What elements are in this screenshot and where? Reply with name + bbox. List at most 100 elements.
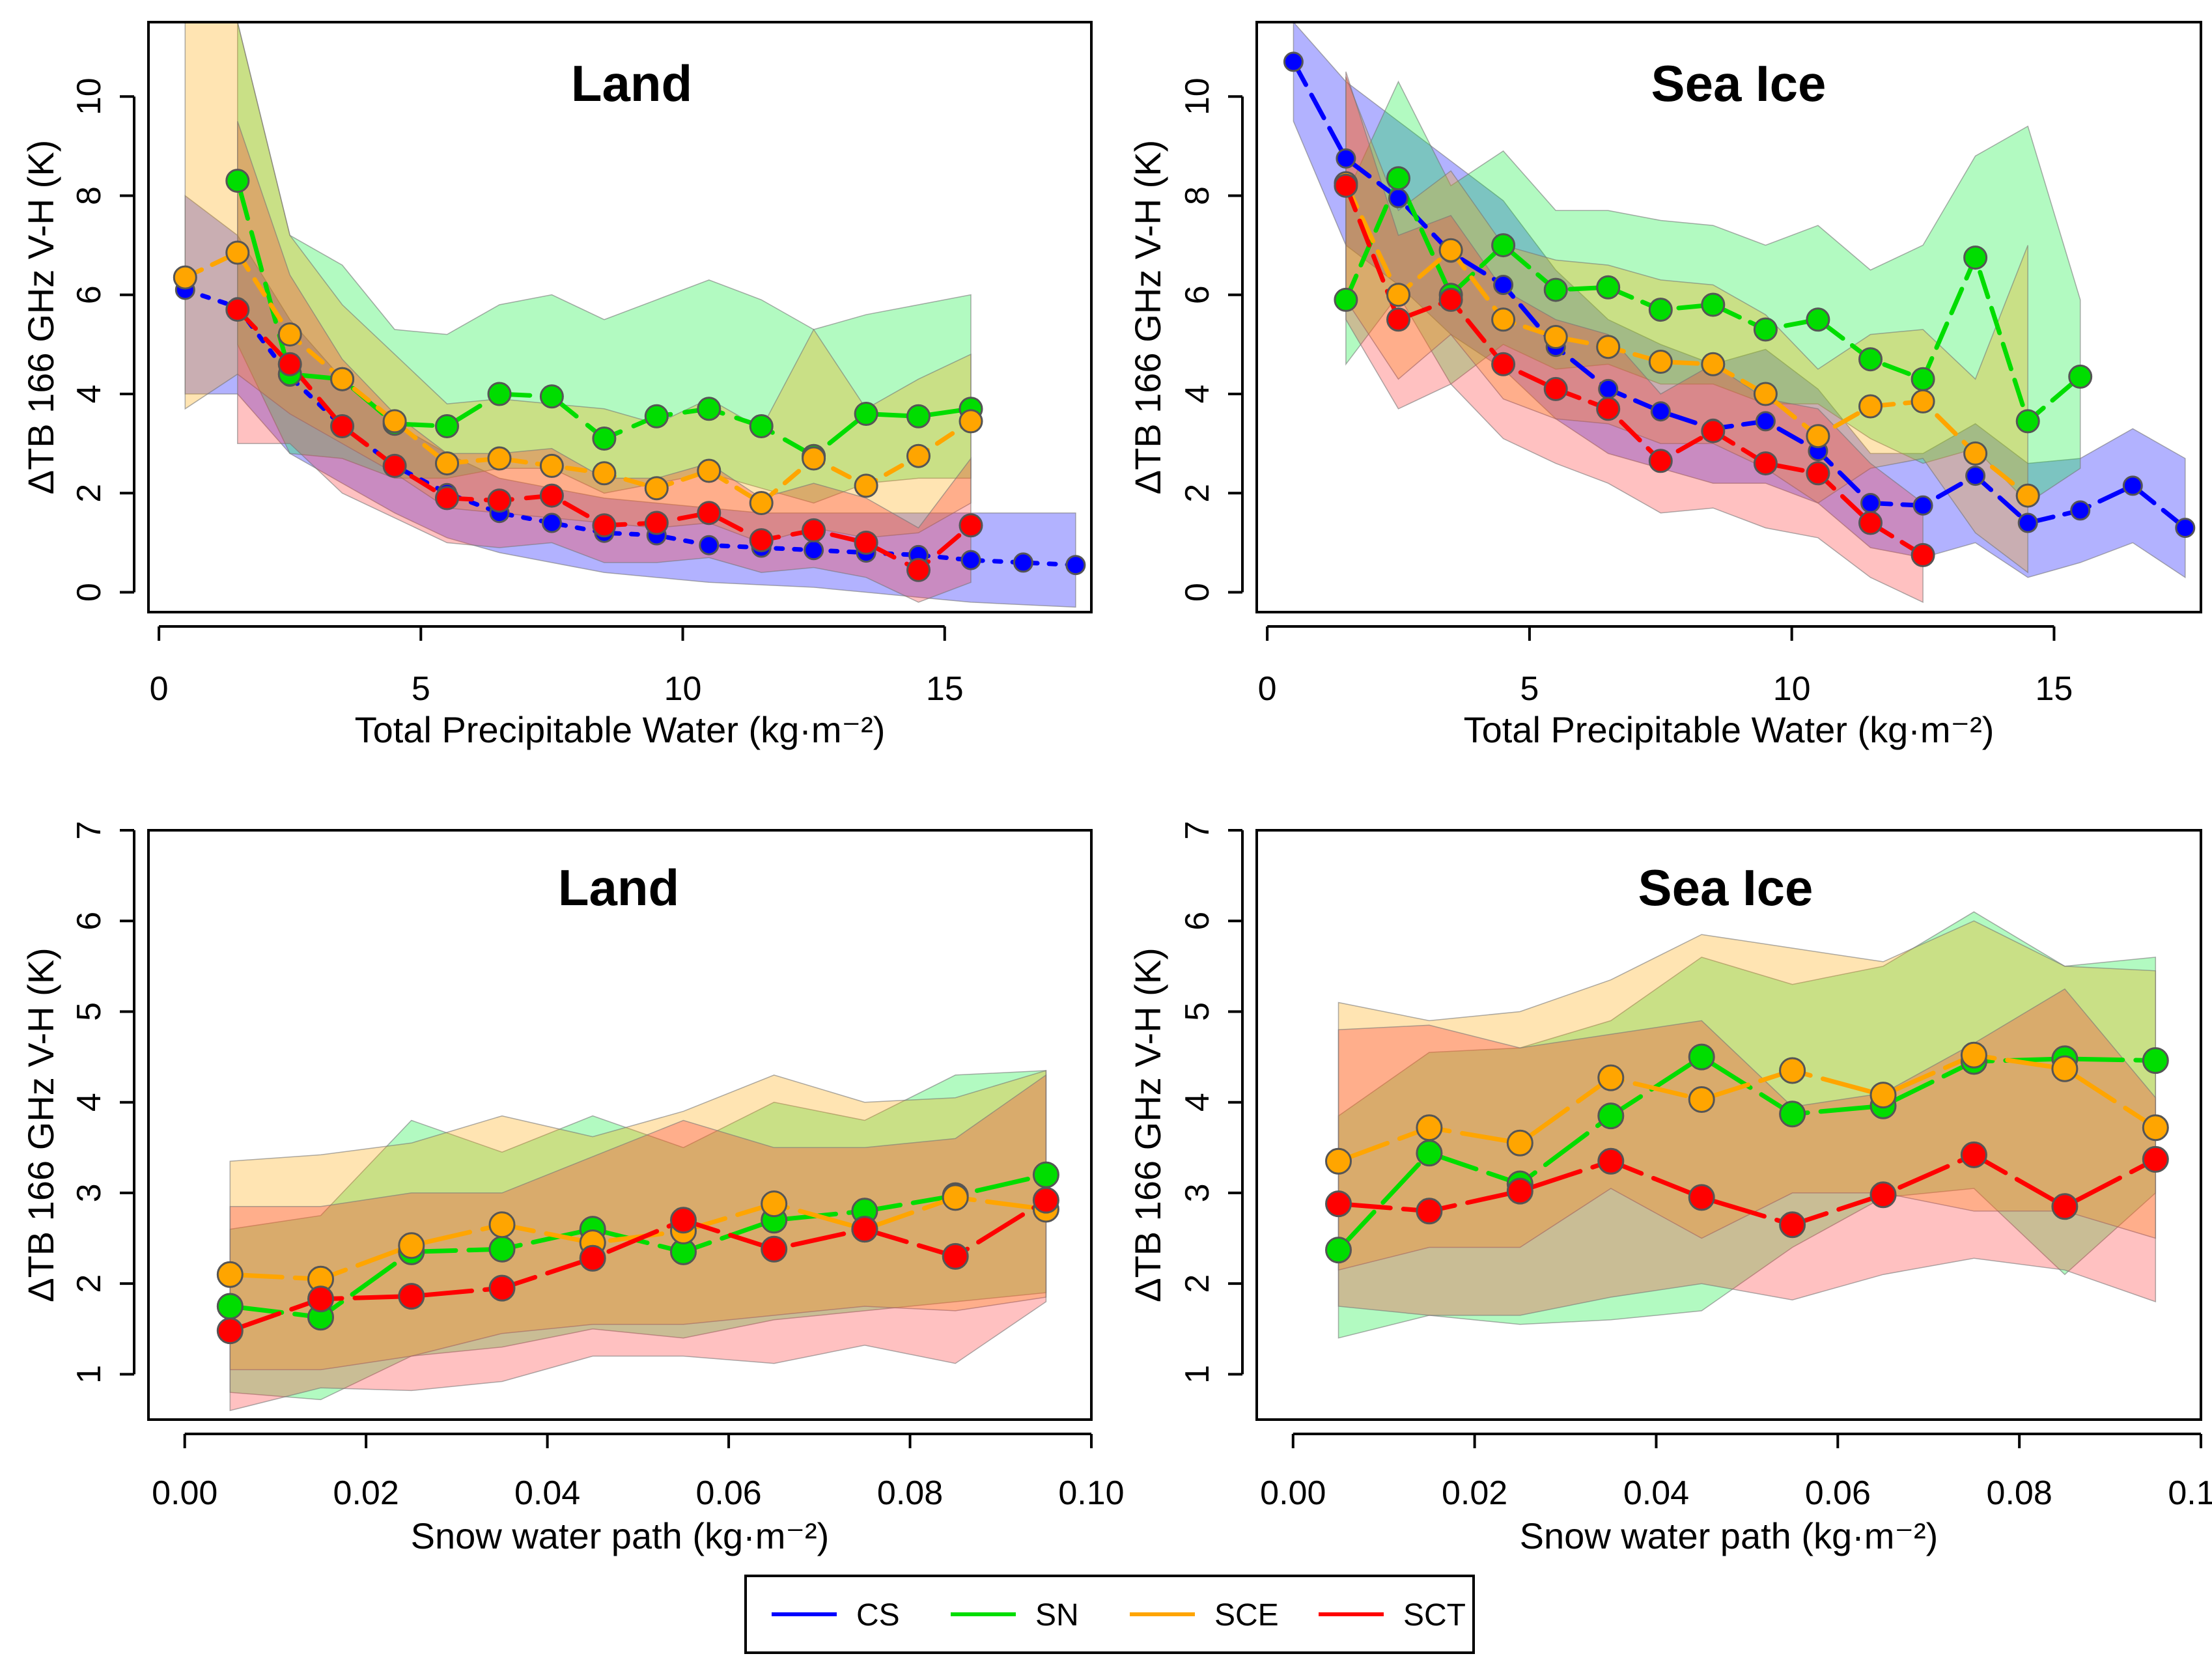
point-sn: [539, 384, 564, 409]
x-tick-label: 0.04: [1623, 1474, 1689, 1512]
point-sce: [854, 473, 878, 498]
point-sce: [173, 265, 197, 290]
y-tick-label: 4: [70, 385, 108, 404]
y-tick-label: 0: [70, 583, 108, 602]
x-axis: 0.00 0.02 0.04 0.06 0.08 0.10: [152, 1433, 1125, 1512]
point-sce: [330, 367, 355, 391]
y-axis-label: ΔTB 166 GHz V-H (K): [1127, 947, 1168, 1302]
point-sct: [1960, 1141, 1987, 1168]
point-sce: [592, 461, 617, 486]
point-sct: [225, 298, 250, 322]
point-sct: [488, 1274, 516, 1302]
point-sce: [1491, 307, 1516, 332]
legend-item-sct: SCT: [1319, 1598, 1466, 1633]
point-sct: [1688, 1184, 1715, 1211]
x-tick-label: 0.04: [514, 1474, 580, 1512]
point-cs: [1283, 51, 1304, 72]
point-sn: [906, 404, 931, 428]
point-sct: [1325, 1190, 1352, 1218]
point-sce: [942, 1184, 969, 1211]
point-sce: [2051, 1055, 2079, 1082]
y-tick-label: 7: [70, 821, 108, 840]
point-sce: [802, 446, 826, 471]
line-sce: [1336, 1052, 2158, 1164]
point-sct: [1438, 287, 1463, 312]
x-tick-label: 0.10: [2168, 1474, 2212, 1512]
point-sct: [382, 453, 407, 478]
point-sct: [1779, 1211, 1806, 1239]
point-sce: [1806, 424, 1830, 449]
point-sce: [697, 458, 721, 483]
point-sn: [854, 402, 878, 426]
y-axis: 0 2 4 6 8 10: [1179, 77, 1244, 602]
y-tick-label: 3: [70, 1183, 108, 1202]
x-tick-label: 15: [926, 670, 964, 708]
x-tick-label: 0.10: [1058, 1474, 1124, 1512]
point-sn: [2068, 364, 2093, 389]
point-sct: [761, 1235, 788, 1263]
y-tick-label: 6: [70, 912, 108, 931]
point-sct: [1858, 511, 1883, 535]
y-tick-label: 2: [1179, 484, 1216, 503]
point-sn: [1491, 233, 1516, 258]
band-cs: [184, 194, 1076, 608]
point-cs: [2175, 518, 2196, 539]
plot-area: [216, 1069, 1059, 1412]
point-cs: [1912, 495, 1933, 516]
point-sct: [1386, 307, 1410, 332]
point-sn: [488, 1235, 516, 1263]
point-sct: [216, 1317, 244, 1345]
point-sn: [697, 397, 721, 421]
point-sct: [1334, 173, 1358, 198]
point-sn: [435, 414, 459, 438]
point-sn: [2142, 1047, 2169, 1074]
x-tick-label: 10: [664, 670, 702, 708]
point-sce: [959, 409, 983, 434]
point-sct: [579, 1244, 606, 1272]
point-sn: [592, 427, 617, 451]
x-tick-label: 0.06: [1805, 1474, 1871, 1512]
point-sce: [1597, 1064, 1625, 1091]
y-tick-label: 4: [70, 1093, 108, 1112]
point-sct: [277, 352, 302, 376]
point-sct: [1753, 451, 1778, 476]
point-sce: [488, 1211, 516, 1239]
y-tick-label: 8: [70, 186, 108, 205]
point-sce: [1543, 325, 1568, 349]
point-cs: [1860, 493, 1881, 513]
point-sce: [1858, 394, 1883, 419]
point-sce: [277, 322, 302, 347]
point-sn: [1858, 347, 1883, 372]
point-sn: [1806, 307, 1830, 332]
y-tick-label: 6: [70, 285, 108, 304]
point-sct: [1911, 542, 1935, 567]
legend-item-sn: SN: [951, 1598, 1079, 1633]
point-sce: [1779, 1057, 1806, 1084]
plot-area: [173, 22, 1086, 608]
point-sn: [1543, 277, 1568, 302]
point-sn: [1325, 1237, 1352, 1264]
y-tick-label: 5: [70, 1002, 108, 1021]
x-tick-label: 0.02: [333, 1474, 399, 1512]
line-sct: [227, 1198, 1048, 1334]
y-tick-label: 7: [1179, 821, 1216, 840]
point-sct: [1597, 1147, 1625, 1175]
x-axis: 0 5 10 15: [150, 625, 964, 708]
point-sce: [1869, 1082, 1897, 1109]
point-sce: [1325, 1147, 1352, 1175]
y-axis-label: ΔTB 166 GHz V-H (K): [20, 140, 61, 495]
point-sct: [1596, 397, 1621, 421]
point-sce: [539, 453, 564, 478]
point-sct: [1701, 419, 1726, 443]
point-sct: [906, 557, 931, 582]
point-sn: [216, 1293, 244, 1320]
point-sct: [2051, 1193, 2079, 1220]
point-sct: [851, 1216, 878, 1243]
y-tick-label: 1: [70, 1365, 108, 1384]
y-tick-label: 2: [70, 484, 108, 503]
line-sct: [1336, 1152, 2158, 1227]
point-cs: [541, 512, 562, 533]
point-sn: [1753, 317, 1778, 342]
y-tick-label: 5: [1179, 1002, 1216, 1021]
